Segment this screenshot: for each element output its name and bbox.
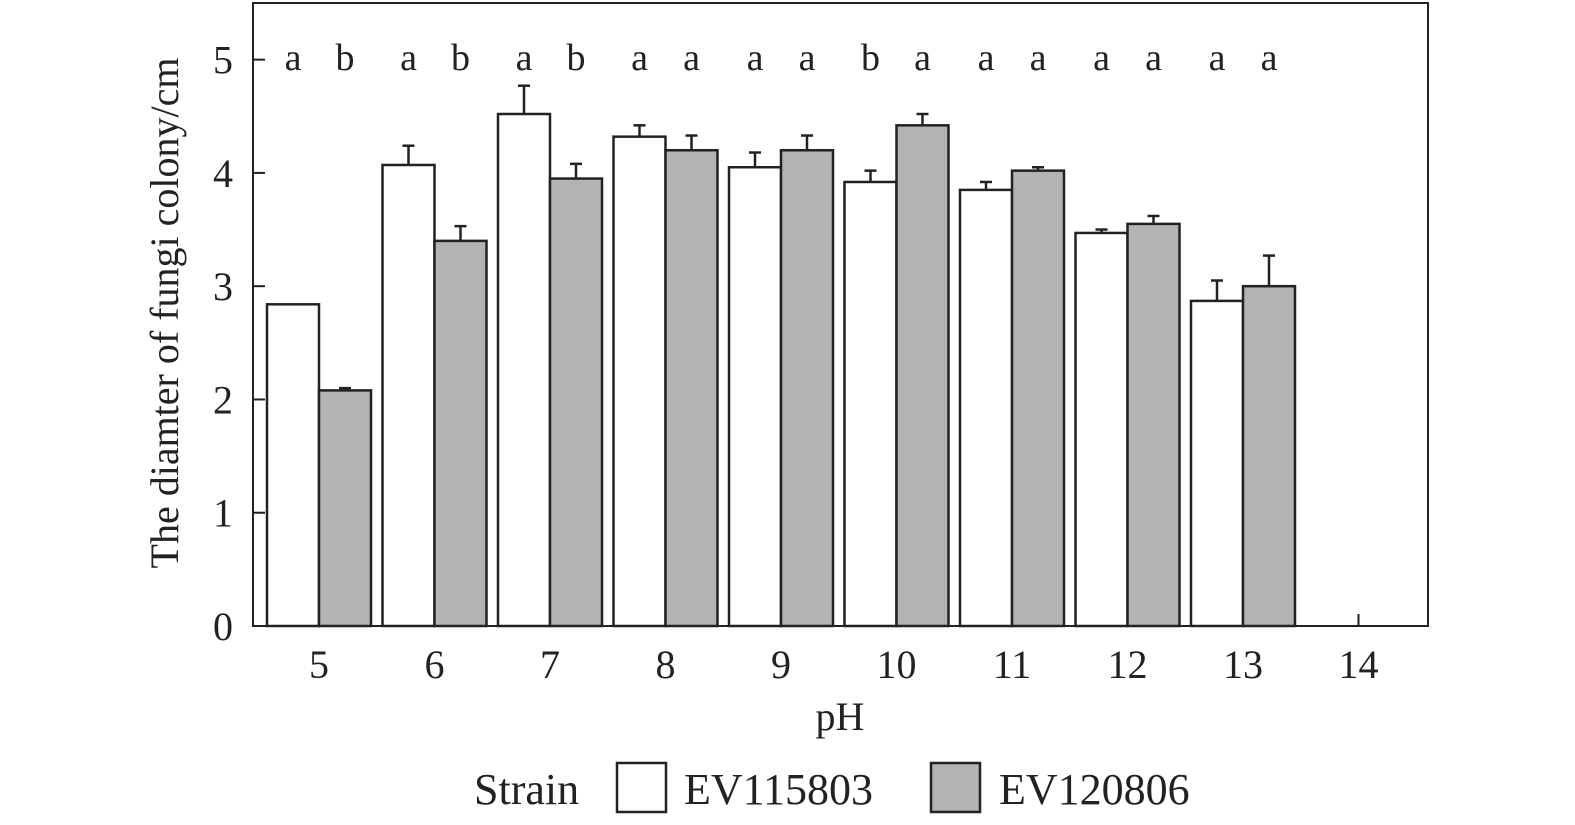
- y-tick-label: 2: [213, 377, 233, 422]
- x-tick-label: 13: [1223, 642, 1263, 687]
- x-axis: 5 6 7 8 9 10 11 12 13 14: [309, 614, 1379, 687]
- legend-label-ev115803: EV115803: [684, 765, 873, 814]
- x-tick-label: 5: [309, 642, 329, 687]
- x-tick-label: 7: [540, 642, 560, 687]
- y-tick-label: 5: [213, 38, 233, 83]
- x-axis-title: pH: [816, 694, 865, 739]
- bar-ev115803: [496, 112, 552, 628]
- significance-label: a: [914, 37, 931, 79]
- x-tick-label: 14: [1339, 642, 1379, 687]
- legend: Strain EV115803 EV120806: [474, 761, 1190, 814]
- bar-ev120806: [1126, 222, 1181, 628]
- significance-label: a: [1145, 37, 1162, 79]
- x-tick-label: 9: [771, 642, 791, 687]
- bar-ev115803: [612, 135, 667, 628]
- plot-frame: [252, 2, 1429, 627]
- significance-label: a: [978, 37, 995, 79]
- bars: [265, 84, 1297, 628]
- significance-label: b: [567, 37, 586, 79]
- x-tick-label: 12: [1108, 642, 1148, 687]
- significance-label: a: [683, 37, 700, 79]
- significance-label: a: [285, 37, 302, 79]
- bar-ev115803: [1074, 231, 1129, 628]
- bar-ev115803: [958, 188, 1014, 628]
- bar-ev115803: [1189, 299, 1245, 628]
- plot-area: [252, 2, 1429, 627]
- bar-ev120806: [548, 177, 604, 628]
- bar-ev115803: [727, 165, 783, 628]
- legend-swatch-ev120806: [929, 761, 982, 814]
- legend-swatch-ev115803: [615, 761, 668, 814]
- y-tick-label: 4: [213, 151, 233, 196]
- significance-label: b: [861, 37, 880, 79]
- bar-ev115803: [843, 180, 898, 628]
- legend-label-ev120806: EV120806: [999, 765, 1190, 814]
- x-tick-label: 11: [993, 642, 1032, 687]
- significance-label: a: [631, 37, 648, 79]
- x-tick-label: 10: [877, 642, 917, 687]
- significance-label: a: [1209, 37, 1226, 79]
- significance-label: b: [336, 37, 355, 79]
- significance-label: b: [451, 37, 470, 79]
- y-axis-title: The diamter of fungi colony/cm: [142, 58, 187, 569]
- significance-label: a: [1030, 37, 1047, 79]
- bar-ev115803: [265, 303, 321, 628]
- x-tick-label: 8: [656, 642, 676, 687]
- y-tick-label: 1: [213, 491, 233, 536]
- y-tick-label: 3: [213, 264, 233, 309]
- significance-label: a: [1261, 37, 1278, 79]
- significance-label: a: [516, 37, 533, 79]
- x-tick-label: 6: [425, 642, 445, 687]
- bar-ev120806: [664, 149, 719, 628]
- bar-ev115803: [381, 163, 436, 628]
- y-axis: 0 1 2 3 4 5: [213, 38, 265, 649]
- bar-ev120806: [1241, 284, 1297, 628]
- bar-ev120806: [433, 239, 488, 628]
- y-tick-label: 0: [213, 604, 233, 649]
- significance-label: a: [747, 37, 764, 79]
- legend-title: Strain: [474, 765, 579, 814]
- significance-label: a: [799, 37, 816, 79]
- significance-label: a: [400, 37, 417, 79]
- bar-ev120806: [895, 124, 950, 628]
- bar-ev120806: [317, 389, 373, 628]
- significance-label: a: [1093, 37, 1110, 79]
- bar-ev120806: [779, 149, 835, 628]
- bar-ev120806: [1010, 169, 1066, 628]
